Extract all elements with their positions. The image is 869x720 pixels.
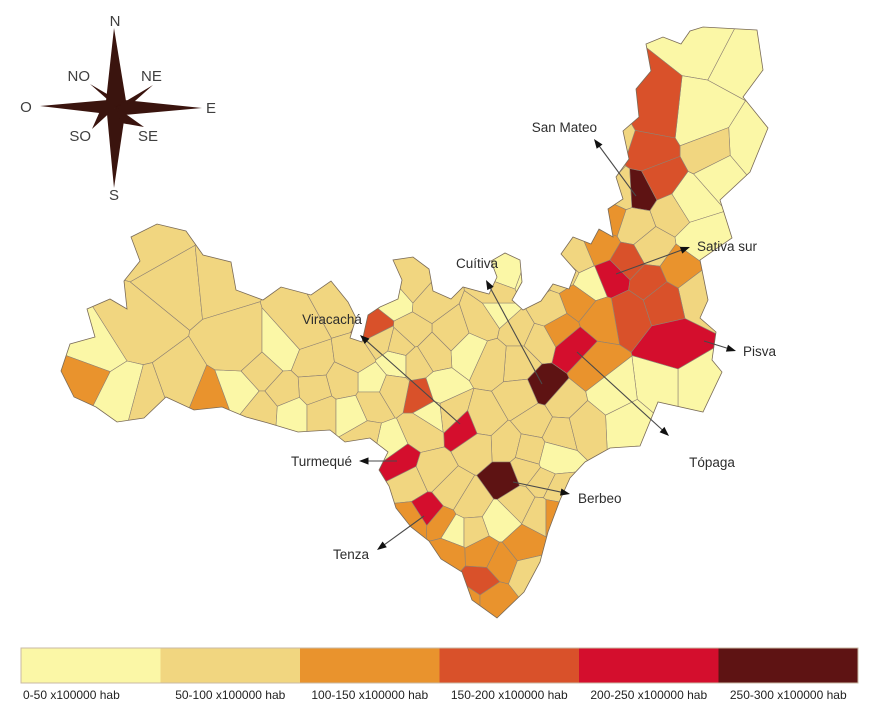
legend: 0-50 x100000 hab 50-100 x100000 hab 100-15…	[20, 647, 859, 702]
compass-label-se: SE	[138, 128, 158, 145]
callout-label: Cuítiva	[456, 256, 499, 271]
municipality-region	[418, 85, 626, 206]
legend-swatch-5	[718, 648, 858, 683]
municipality-region	[597, 165, 633, 210]
municipality-region	[605, 399, 768, 618]
compass-ray-so-icon	[92, 107, 116, 129]
municipality-region	[194, 27, 336, 320]
compass-label-so: SO	[69, 128, 91, 145]
municipality-region	[379, 374, 410, 419]
compass-ray-o-icon	[40, 100, 116, 114]
compass-ray-s-icon	[107, 107, 125, 188]
callout-line	[597, 144, 637, 197]
compass-label-o: O	[20, 99, 32, 116]
callout-label: Tópaga	[689, 455, 735, 470]
arrowhead-icon	[377, 541, 387, 550]
legend-label-1: 50-100 x100000 hab	[175, 688, 285, 702]
municipality-region	[405, 346, 434, 382]
municipality-region	[356, 27, 636, 164]
arrowhead-icon	[659, 426, 669, 436]
legend-frame	[20, 647, 859, 684]
callout-line	[576, 351, 665, 432]
municipality-region	[61, 224, 128, 372]
compass-ray-n-icon	[106, 28, 126, 109]
callout-topaga: Tópaga	[576, 351, 735, 470]
callout-label: Viracachá	[302, 312, 362, 327]
legend-label-0: 0-50 x100000 hab	[23, 688, 120, 702]
compass-label-s: S	[109, 187, 119, 204]
legend-label-2: 100-150 x100000 hab	[311, 688, 428, 702]
legend-swatch-4	[579, 648, 719, 683]
arrowhead-icon	[360, 335, 370, 344]
callout-label: Pisva	[743, 344, 777, 359]
callout-label: Turmequé	[291, 454, 352, 469]
compass-ray-ne-icon	[116, 85, 153, 107]
compass-label-e: E	[206, 100, 216, 117]
callout-line	[512, 481, 564, 494]
compass-label-n: N	[110, 13, 121, 30]
callout-sativa-sur: Sativa sur	[615, 239, 758, 275]
municipality-region	[61, 331, 111, 593]
municipality-region	[557, 196, 627, 237]
arrowhead-icon	[679, 246, 690, 254]
municipality-region	[545, 499, 768, 618]
callout-label: San Mateo	[532, 120, 597, 135]
legend-swatch-3	[439, 648, 579, 683]
municipality-region	[559, 27, 683, 139]
legend-swatch-2	[300, 648, 440, 683]
legend-label-5: 250-300 x100000 hab	[730, 688, 847, 702]
municipality-callouts: San Mateo Sativa sur Pisva Cuítiva Viracachá…	[291, 120, 777, 562]
callout-line	[382, 515, 425, 547]
callout-label: Tenza	[333, 547, 370, 562]
legend-label-4: 200-250 x100000 hab	[590, 688, 707, 702]
municipality-region	[284, 420, 382, 544]
callout-tenza: Tenza	[333, 515, 425, 562]
arrowhead-icon	[359, 457, 369, 465]
callout-berbeo: Berbeo	[512, 481, 622, 506]
callout-line	[488, 285, 543, 385]
callout-viracacha: Viracachá	[302, 312, 461, 425]
compass-label-no: NO	[68, 68, 91, 85]
callout-line	[364, 339, 461, 425]
arrowhead-icon	[560, 488, 570, 496]
municipality-region	[306, 395, 337, 485]
compass-ray-se-icon	[116, 107, 144, 127]
callout-line	[703, 340, 730, 350]
compass-ray-e-icon	[116, 100, 202, 115]
municipality-region	[324, 27, 458, 304]
compass-ray-no-icon	[90, 84, 116, 107]
arrowhead-icon	[725, 344, 736, 352]
callout-san-mateo: San Mateo	[532, 120, 637, 197]
compass-label-ne: NE	[141, 68, 162, 85]
municipality-region	[425, 367, 474, 404]
arrowhead-icon	[594, 139, 603, 149]
legend-swatch-1	[160, 648, 300, 683]
callout-line	[615, 248, 684, 275]
callout-label: Sativa sur	[697, 239, 758, 254]
municipality-region	[202, 390, 278, 618]
municipality-region	[497, 485, 536, 525]
callout-turmeque: Turmequé	[291, 454, 397, 469]
compass-rose: N NE E SE S SO O NO	[20, 13, 216, 204]
callout-label: Berbeo	[578, 491, 622, 506]
callout-pisva: Pisva	[703, 340, 777, 359]
legend-swatch-0	[21, 648, 161, 683]
callout-cuitiva: Cuítiva	[456, 256, 543, 385]
municipality-region	[707, 27, 768, 101]
arrowhead-icon	[486, 280, 494, 291]
department-outline	[60, 26, 769, 619]
legend-label-3: 150-200 x100000 hab	[451, 688, 568, 702]
